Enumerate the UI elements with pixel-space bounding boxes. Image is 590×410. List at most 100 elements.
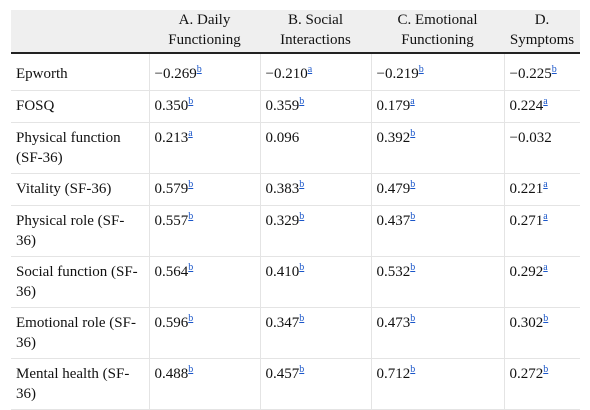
cell-value: 0.596 [154,315,189,331]
table-cell: 0.179a [371,90,505,123]
cell-value: 0.473 [376,315,411,331]
table-cell: −0.219b [371,53,505,91]
row-label: Vitality (SF-36) [11,173,150,206]
table-cell: 0.096 [260,122,372,174]
significance-footnote-link[interactable]: b [299,179,305,190]
cell-value: 0.579 [154,181,189,197]
significance-footnote-link[interactable]: a [543,262,548,273]
significance-footnote-link[interactable]: a [543,179,548,190]
row-label: Physical role (SF-36) [11,205,150,257]
significance-footnote-link[interactable]: b [410,313,416,324]
cell-value: 0.392 [376,130,411,146]
row-label: FOSQ [11,90,150,123]
header-cell-social-interactions: B. Social Interactions [260,10,371,54]
table-cell: 0.224a [504,90,580,123]
table-cell: −0.225b [504,53,580,91]
significance-footnote-link[interactable]: a [543,211,548,222]
header-cell-daily-functioning: A. Daily Functioning [149,10,260,54]
table-cell: 0.347b [260,307,372,359]
table-cell: −0.210a [260,53,372,91]
cell-value: 0.564 [154,264,189,280]
cell-value: 0.329 [265,213,300,229]
significance-footnote-link[interactable]: b [188,211,194,222]
significance-footnote-link[interactable]: b [188,364,194,375]
table-row: Vitality (SF-36) 0.579b 0.383b 0.479b 0.221a [11,173,580,206]
significance-footnote-link[interactable]: a [410,96,415,107]
cell-value: 0.350 [154,98,189,114]
table-cell: 0.221a [504,173,580,206]
significance-footnote-link[interactable]: b [188,313,194,324]
table-cell: 0.457b [260,358,372,410]
significance-footnote-link[interactable]: b [188,262,194,273]
cell-value: 0.457 [265,366,300,382]
table-cell: 0.213a [149,122,261,174]
correlation-table-container: A. Daily Functioning B. Social Interacti… [11,10,580,410]
correlation-table: A. Daily Functioning B. Social Interacti… [11,10,580,410]
table-cell: 0.329b [260,205,372,257]
row-label: Social function (SF-36) [11,256,150,308]
cell-value: 0.221 [509,181,544,197]
significance-footnote-link[interactable]: b [410,179,416,190]
significance-footnote-link[interactable]: a [188,128,193,139]
cell-value: −0.219 [376,66,419,82]
significance-footnote-link[interactable]: b [196,64,202,75]
significance-footnote-link[interactable]: b [543,313,549,324]
significance-footnote-link[interactable]: b [188,96,194,107]
row-label: Mental health (SF-36) [11,358,150,410]
cell-value: 0.179 [376,98,411,114]
cell-value: −0.210 [265,66,308,82]
significance-footnote-link[interactable]: b [410,262,416,273]
table-cell: 0.292a [504,256,580,308]
significance-footnote-link[interactable]: b [299,211,305,222]
significance-footnote-link[interactable]: b [299,96,305,107]
table-cell: 0.532b [371,256,505,308]
table-cell: 0.272b [504,358,580,410]
header-row: A. Daily Functioning B. Social Interacti… [11,10,580,54]
table-row: Emotional role (SF-36) 0.596b 0.347b 0.473b… [11,307,580,359]
significance-footnote-link[interactable]: b [299,313,305,324]
table-row: FOSQ 0.350b 0.359b 0.179a 0.224a [11,90,580,123]
cell-value: 0.213 [154,130,189,146]
table-cell: 0.473b [371,307,505,359]
cell-value: 0.272 [509,366,544,382]
cell-value: 0.488 [154,366,189,382]
header-cell-empty [11,10,149,54]
table-cell: 0.596b [149,307,261,359]
significance-footnote-link[interactable]: b [410,128,416,139]
cell-value: 0.347 [265,315,300,331]
table-cell: 0.557b [149,205,261,257]
table-body: Epworth −0.269b −0.210a −0.219b −0.225b FOSQ 0… [11,53,580,410]
table-cell: 0.392b [371,122,505,174]
table-cell: 0.410b [260,256,372,308]
cell-value: 0.292 [509,264,544,280]
significance-footnote-link[interactable]: b [299,364,305,375]
table-cell: 0.579b [149,173,261,206]
significance-footnote-link[interactable]: b [410,211,416,222]
significance-footnote-link[interactable]: b [188,179,194,190]
cell-value: 0.271 [509,213,544,229]
row-label: Emotional role (SF-36) [11,307,150,359]
row-label: Epworth [11,53,150,91]
table-cell: 0.350b [149,90,261,123]
header-cell-emotional-functioning: C. Emotional Functioning [371,10,504,54]
significance-footnote-link[interactable]: a [307,64,313,75]
cell-value: 0.359 [265,98,300,114]
table-cell: 0.437b [371,205,505,257]
significance-footnote-link[interactable]: b [543,364,549,375]
cell-value: 0.410 [265,264,300,280]
cell-value: 0.096 [265,130,300,146]
significance-footnote-link[interactable]: b [410,364,416,375]
significance-footnote-link[interactable]: b [551,64,557,75]
significance-footnote-link[interactable]: a [543,96,548,107]
significance-footnote-link[interactable]: b [299,262,305,273]
cell-value: 0.557 [154,213,189,229]
cell-value: 0.532 [376,264,411,280]
table-header: A. Daily Functioning B. Social Interacti… [11,10,580,54]
table-row: Mental health (SF-36) 0.488b 0.457b 0.712b 0… [11,358,580,410]
table-row: Epworth −0.269b −0.210a −0.219b −0.225b [11,53,580,91]
cell-value: −0.032 [509,130,552,146]
table-row: Social function (SF-36) 0.564b 0.410b 0.532… [11,256,580,308]
significance-footnote-link[interactable]: b [418,64,424,75]
table-cell: 0.564b [149,256,261,308]
table-cell: 0.359b [260,90,372,123]
